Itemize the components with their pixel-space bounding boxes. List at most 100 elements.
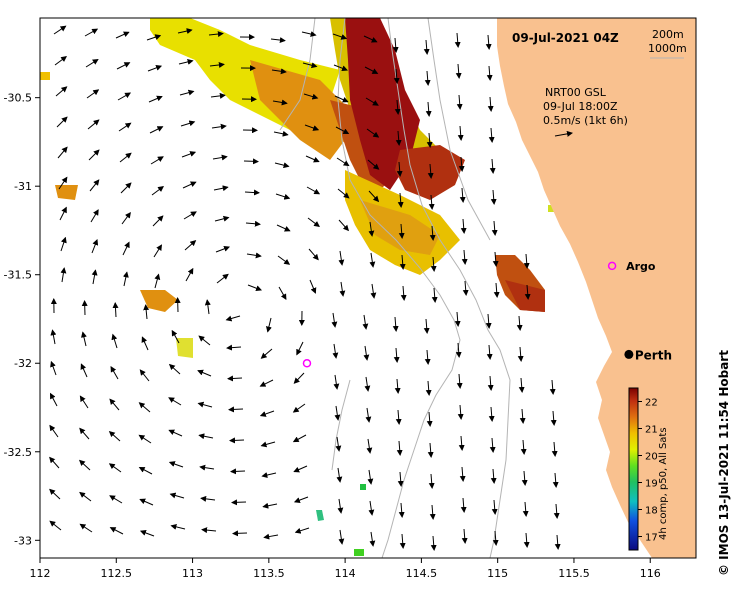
current-vector: [519, 408, 526, 424]
current-vector: [56, 116, 68, 128]
current-vector: [201, 527, 217, 534]
current-vector: [367, 159, 380, 170]
current-vector: [148, 95, 163, 103]
current-vector: [431, 287, 438, 303]
current-vector: [516, 315, 523, 331]
current-vector: [143, 304, 150, 320]
current-vector: [138, 402, 151, 413]
current-vector: [490, 468, 497, 484]
lat-tick-label: -30.5: [4, 92, 32, 105]
current-vector: [492, 251, 499, 267]
current-vector: [151, 186, 165, 196]
current-source-label: NRT00 GSL: [545, 86, 607, 99]
current-vector: [91, 239, 99, 254]
sst-patch: [55, 185, 78, 200]
current-vector: [552, 472, 559, 488]
current-vector: [460, 218, 467, 234]
current-vector: [49, 424, 59, 438]
current-vector: [333, 64, 348, 72]
current-vector: [112, 302, 119, 318]
current-vector: [228, 406, 244, 413]
current-vector: [491, 499, 498, 515]
current-vector: [492, 530, 499, 546]
current-vector: [292, 403, 306, 413]
current-vector: [89, 179, 100, 192]
longitude-axis: 112 112.5 113 113.5 114 114.5 115 115.5 116: [30, 558, 661, 580]
current-vector: [551, 441, 558, 457]
current-vector: [520, 439, 527, 455]
current-vector: [334, 405, 341, 421]
current-vector: [227, 375, 243, 382]
current-vector: [168, 363, 181, 375]
current-vector: [185, 267, 194, 282]
current-vector: [108, 430, 121, 442]
colorbar-tick-label: 22: [645, 398, 658, 409]
current-vector: [518, 377, 525, 393]
current-vector: [394, 99, 401, 115]
current-vector: [517, 346, 524, 362]
current-vector: [232, 530, 248, 537]
current-vector: [278, 286, 287, 301]
current-vector: [216, 273, 229, 284]
current-vector: [55, 86, 68, 97]
current-vector: [332, 33, 348, 40]
current-vector: [462, 280, 469, 296]
current-vector: [460, 497, 467, 513]
current-vector: [263, 533, 279, 540]
sst-patch: [354, 549, 364, 556]
current-vector: [50, 360, 57, 376]
current-vector: [182, 181, 197, 189]
current-vector: [461, 528, 468, 544]
current-vector: [489, 437, 496, 453]
current-vector: [90, 209, 99, 223]
colorbar-tick-label: 20: [645, 452, 658, 463]
current-vector: [84, 28, 99, 37]
current-vector: [362, 314, 369, 330]
current-vector: [485, 313, 492, 329]
lon-tick-label: 115: [487, 567, 508, 580]
current-vector: [231, 499, 247, 506]
current-vector: [79, 491, 92, 502]
current-vector: [58, 176, 68, 190]
current-scale-label: 0.5m/s (1kt 6h): [543, 114, 628, 127]
current-vector: [80, 363, 88, 378]
svg-text:Perth: Perth: [635, 348, 672, 362]
current-vector: [425, 380, 432, 396]
current-vector: [139, 530, 155, 537]
current-vector: [49, 392, 58, 407]
current-vector: [141, 336, 149, 351]
current-vector: [395, 409, 402, 425]
current-vector: [150, 156, 164, 165]
sst-patch: [316, 510, 324, 521]
current-vector: [152, 215, 164, 227]
lat-tick-label: -32.5: [4, 446, 32, 459]
current-vector: [335, 126, 350, 135]
bathymetry-contours: [279, 18, 511, 558]
current-vector: [117, 92, 132, 101]
current-vector: [211, 123, 227, 130]
current-vector: [79, 459, 91, 471]
svg-text:Argo: Argo: [626, 260, 656, 273]
current-vector: [139, 498, 154, 506]
current-vector: [230, 468, 246, 475]
current-vector: [486, 65, 493, 81]
current-vector: [209, 61, 225, 68]
current-vector: [85, 59, 99, 68]
current-vector: [305, 155, 320, 163]
current-vector: [454, 32, 461, 48]
current-vector: [399, 254, 406, 270]
current-vector: [397, 192, 404, 208]
credit-text: © IMOS 13-Jul-2021 11:54 Hobart: [717, 350, 731, 576]
current-vector: [169, 492, 185, 499]
current-vector: [275, 193, 291, 200]
plot-frame: [39, 17, 697, 559]
current-vector: [91, 269, 98, 285]
current-vector: [79, 427, 90, 440]
sst-patch: [345, 18, 420, 190]
current-vector: [109, 527, 124, 535]
current-vector: [392, 316, 399, 332]
current-vector: [115, 31, 130, 39]
current-vector: [57, 146, 68, 159]
current-vector: [493, 282, 500, 298]
current-vector: [276, 224, 291, 232]
